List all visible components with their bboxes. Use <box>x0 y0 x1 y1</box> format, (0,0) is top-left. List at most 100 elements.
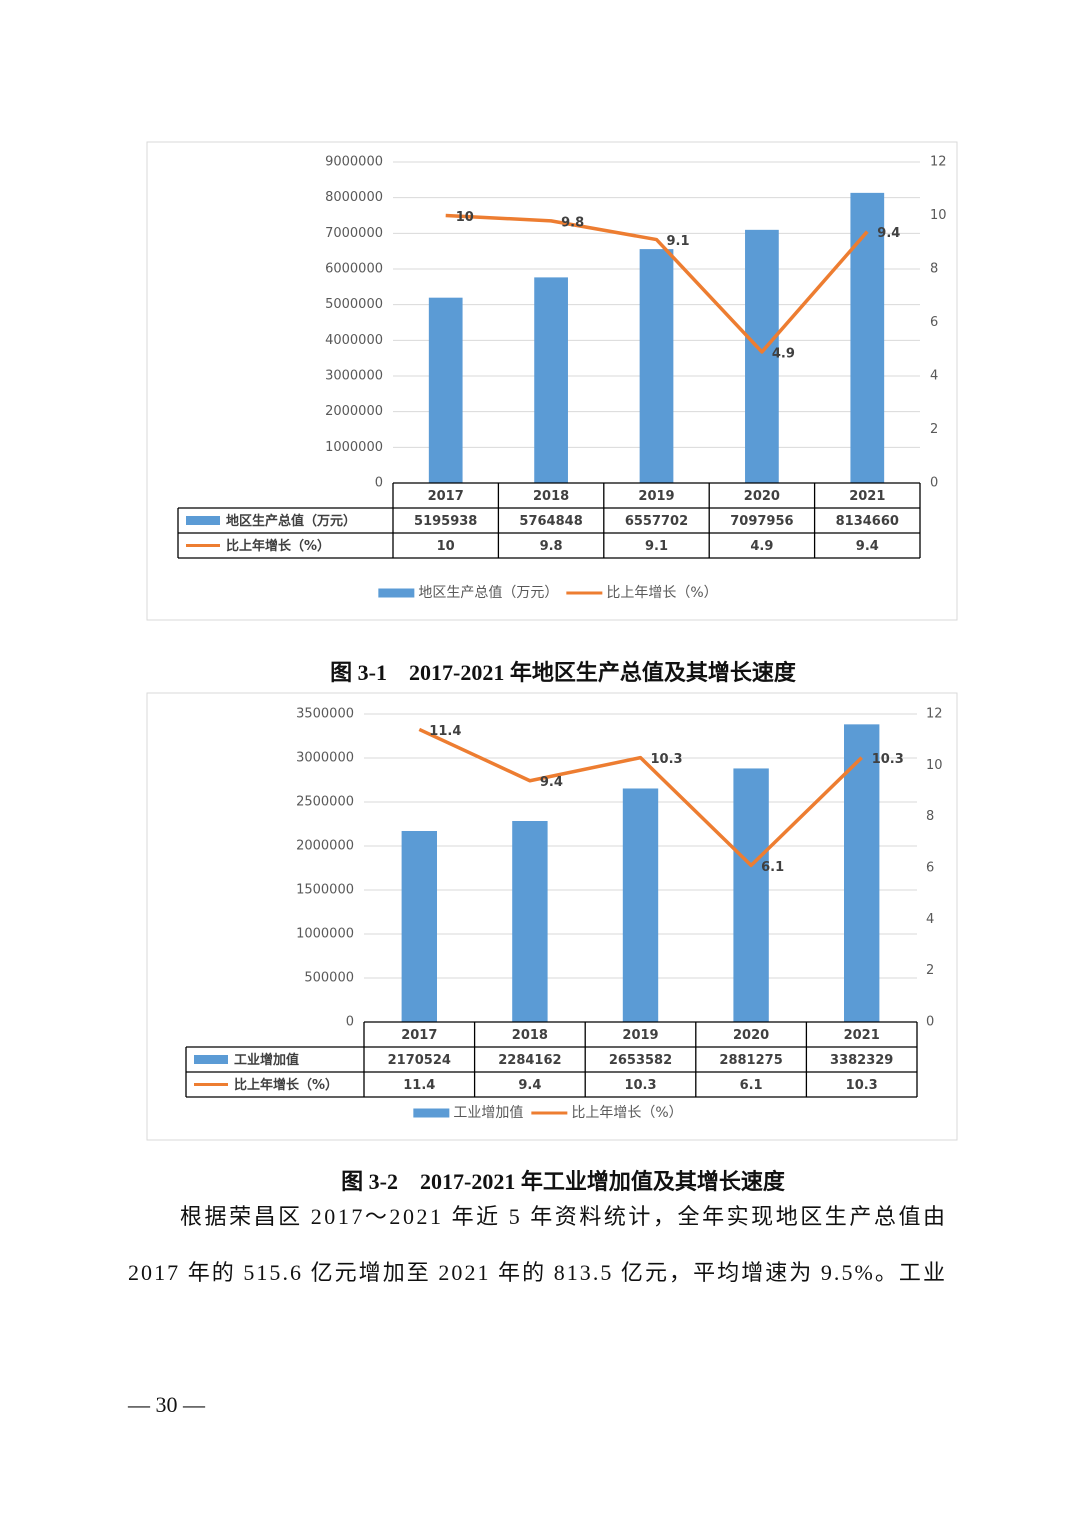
table-cell: 2170524 <box>388 1053 451 1068</box>
table-cell: 7097956 <box>730 514 793 529</box>
table-cell: 5764848 <box>519 514 582 529</box>
figure-caption: 图 3-2 2017-2021 年工业增加值及其增长速度 <box>341 1169 786 1194</box>
y-tick-label: 500000 <box>304 971 354 986</box>
table-cell: 6557702 <box>625 514 688 529</box>
y-tick-label: 0 <box>375 476 383 491</box>
y2-tick-label: 6 <box>926 861 934 876</box>
x-tick-label: 2020 <box>733 1028 769 1043</box>
y-tick-label: 4000000 <box>325 333 383 348</box>
y-tick-label: 2000000 <box>325 404 383 419</box>
legend-label: 比上年增长（%） <box>571 1105 682 1121</box>
legend-swatch <box>413 1108 450 1118</box>
y-tick-label: 9000000 <box>325 155 383 170</box>
chart-frame <box>146 141 958 621</box>
x-tick-label: 2021 <box>844 1028 880 1043</box>
bar <box>512 820 548 1022</box>
table-row-label: 比上年增长（%） <box>234 1077 338 1093</box>
table-row-label: 工业增加值 <box>234 1052 299 1068</box>
bar <box>850 192 885 483</box>
y-tick-label: 7000000 <box>325 226 383 241</box>
table-row-label: 比上年增长（%） <box>226 538 330 554</box>
data-label: 9.8 <box>561 215 584 230</box>
line-series <box>445 213 869 354</box>
table-cell: 8134660 <box>836 514 899 529</box>
table-cell: 10 <box>437 539 455 554</box>
y2-tick-label: 4 <box>926 912 934 927</box>
data-label: 11.4 <box>429 724 461 739</box>
y-tick-label: 3500000 <box>296 707 354 722</box>
data-label: 10.3 <box>872 752 904 767</box>
x-tick-label: 2021 <box>849 489 885 504</box>
data-label: 10.3 <box>651 752 683 767</box>
data-label: 4.9 <box>772 346 795 361</box>
bar <box>733 768 769 1022</box>
line-series <box>418 727 863 868</box>
table-row-label: 地区生产总值（万元） <box>226 513 356 529</box>
table-cell: 9.8 <box>540 539 563 554</box>
y2-tick-label: 6 <box>930 315 938 330</box>
table-cell: 2284162 <box>498 1053 561 1068</box>
page-number: — 30 — <box>127 1392 206 1417</box>
paragraph-line: 根据荣昌区 2017～2021 年近 5 年资料统计，全年实现地区生产总值由 <box>180 1204 945 1229</box>
y-tick-label: 8000000 <box>325 190 383 205</box>
table-cell: 2881275 <box>719 1053 782 1068</box>
bar <box>639 249 674 483</box>
y-tick-label: 5000000 <box>325 297 383 312</box>
legend-label: 地区生产总值（万元） <box>418 585 558 601</box>
y2-tick-label: 12 <box>926 707 943 722</box>
legend-swatch <box>194 1055 228 1064</box>
y-tick-label: 0 <box>346 1015 354 1030</box>
legend-swatch <box>186 516 220 525</box>
y-tick-label: 1000000 <box>325 440 383 455</box>
y2-tick-label: 8 <box>930 262 938 277</box>
table-cell: 10.3 <box>624 1078 656 1093</box>
y-tick-label: 1500000 <box>296 883 354 898</box>
x-tick-label: 2019 <box>638 489 674 504</box>
legend-label: 比上年增长（%） <box>606 585 717 601</box>
table-cell: 2653582 <box>609 1053 672 1068</box>
bar <box>745 229 779 483</box>
y2-tick-label: 12 <box>930 155 947 170</box>
y-tick-label: 2500000 <box>296 795 354 810</box>
y-tick-label: 1000000 <box>296 927 354 942</box>
table-cell: 9.1 <box>645 539 668 554</box>
y2-tick-label: 0 <box>926 1015 934 1030</box>
chart-frame <box>146 692 958 1141</box>
legend-label: 工业增加值 <box>453 1105 523 1121</box>
y-tick-label: 3000000 <box>296 751 354 766</box>
y2-tick-label: 4 <box>930 369 938 384</box>
bar <box>844 724 880 1022</box>
data-label: 10 <box>456 210 474 225</box>
table-cell: 10.3 <box>846 1078 878 1093</box>
x-tick-label: 2017 <box>401 1028 437 1043</box>
table-cell: 5195938 <box>414 514 477 529</box>
y2-tick-label: 10 <box>930 208 947 223</box>
table-cell: 9.4 <box>518 1078 541 1093</box>
y2-tick-label: 2 <box>930 422 938 437</box>
figure-caption: 图 3-1 2017-2021 年地区生产总值及其增长速度 <box>330 660 797 685</box>
table-cell: 9.4 <box>856 539 879 554</box>
data-label: 9.4 <box>540 775 563 790</box>
legend-swatch <box>378 588 415 598</box>
y-tick-label: 2000000 <box>296 839 354 854</box>
bar <box>534 277 568 483</box>
x-tick-label: 2017 <box>428 489 464 504</box>
bar <box>428 297 463 483</box>
y2-tick-label: 0 <box>930 476 938 491</box>
table-cell: 3382329 <box>830 1053 893 1068</box>
x-tick-label: 2018 <box>512 1028 548 1043</box>
table-cell: 4.9 <box>750 539 773 554</box>
y2-tick-label: 2 <box>926 963 934 978</box>
x-tick-label: 2019 <box>622 1028 658 1043</box>
table-cell: 6.1 <box>740 1078 763 1093</box>
data-label: 9.1 <box>667 234 690 249</box>
table-cell: 11.4 <box>403 1078 435 1093</box>
data-label: 6.1 <box>761 860 784 875</box>
x-tick-label: 2018 <box>533 489 569 504</box>
paragraph-line: 2017 年的 515.6 亿元增加至 2021 年的 813.5 亿元，平均增… <box>128 1260 945 1285</box>
bar <box>622 788 659 1022</box>
y-tick-label: 6000000 <box>325 262 383 277</box>
y2-tick-label: 10 <box>926 758 943 773</box>
